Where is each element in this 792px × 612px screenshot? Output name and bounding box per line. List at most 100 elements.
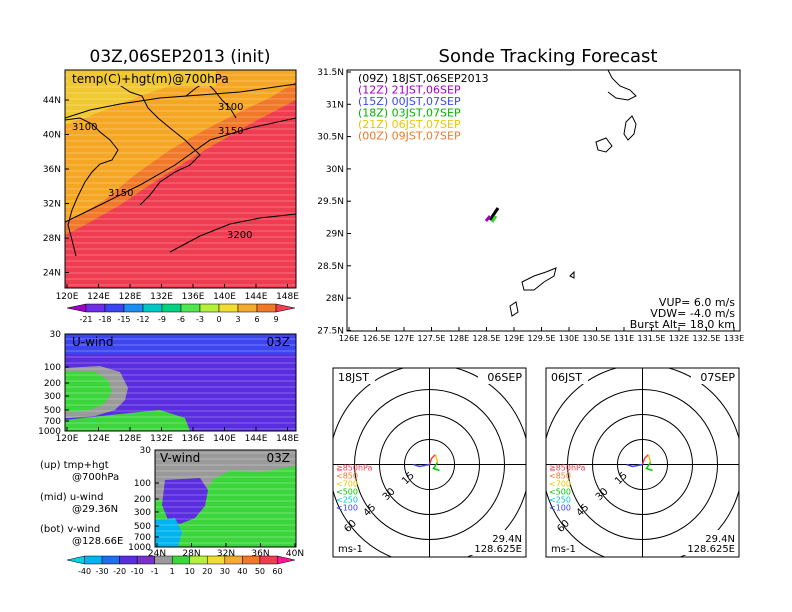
hodograph-trace	[647, 454, 652, 463]
colorbar-label: -30	[96, 567, 109, 576]
lon-tick-label: 132.5E	[693, 334, 721, 343]
map-frame	[64, 69, 297, 289]
lon-tick-label: 144E	[245, 292, 268, 302]
hodograph-trace	[641, 453, 650, 465]
lat-tick-label: 32N	[43, 200, 61, 210]
param-vdw: VDW= -4.0 m/s	[650, 307, 735, 320]
track-islands	[509, 69, 637, 317]
lat-tick-label: 31.5N	[317, 68, 344, 78]
v-lat-ticks: 24N 28N 32N 36N 40N	[148, 543, 304, 559]
colorbar-swatch	[242, 555, 261, 565]
island-small-1	[569, 270, 575, 279]
lon-tick-label: 128E	[449, 334, 469, 343]
legend-entry: (09Z) 18JST,06SEP2013	[358, 72, 489, 85]
hodograph-trace	[413, 463, 430, 468]
colorbar-swatch	[84, 555, 103, 565]
colorbar-swatch	[189, 555, 208, 565]
note-up-sub: @700hPa	[72, 472, 119, 483]
colorbar-swatch	[154, 555, 173, 565]
island-amami	[521, 267, 557, 291]
lat-tick-label: 28N	[43, 234, 61, 244]
track-lat-ticks: 31.5N 31N 30.5N 30N 29.5N 29N 28.5N 28N 27.5N	[317, 68, 351, 336]
hodograph-trace	[434, 454, 439, 463]
time-label-bg	[548, 370, 588, 384]
colorbar-label: -15	[117, 315, 130, 324]
lat-tick-label: 27.5N	[317, 326, 344, 336]
colorbar-label: 3	[235, 315, 240, 324]
lat-tick-label: 44N	[43, 96, 61, 106]
note-bot-sub: @128.66E	[72, 536, 123, 547]
map-hatch-overlay	[65, 70, 296, 288]
map-panel-title: temp(C)+hgt(m)@700hPa	[72, 72, 229, 86]
u-panel-title: U-wind	[72, 335, 113, 349]
lon-tick-label: 144E	[245, 434, 268, 444]
legend-entry: (18Z) 03JST,07SEP	[358, 107, 461, 120]
p-tick-label: 700	[44, 417, 61, 427]
lon-tick-label: 124E	[87, 434, 110, 444]
lon-tick-label: 128E	[119, 292, 142, 302]
colorbar-temperature: -21 -18 -15 -12 -9 -6 -3 0 3 6 9	[66, 303, 296, 324]
lon-tick-label: 126.5E	[363, 334, 391, 343]
hodograph-lon: 128.625E	[474, 544, 522, 555]
p-tick-label: 200	[44, 379, 61, 389]
coastline-japan	[111, 71, 237, 206]
colorbar-swatch	[104, 303, 125, 313]
date-label-bg	[478, 370, 524, 384]
colorbar-label: -18	[98, 315, 111, 324]
v-panel-title: V-wind	[160, 451, 200, 465]
level-legend: <100	[549, 504, 571, 513]
track-legend: (09Z) 18JST,06SEP2013(12Z) 21JST,06SEP(1…	[358, 72, 489, 143]
colorbar-swatch	[218, 303, 239, 313]
p-tick-label: 100	[44, 363, 61, 373]
note-mid-sub: @29.36N	[72, 504, 118, 515]
colorbar-label: 9	[273, 315, 278, 324]
lon-tick-label: 129E	[504, 334, 524, 343]
colorbar-swatch	[259, 555, 278, 565]
hodograph-trace	[645, 462, 653, 472]
colorbar-label: -20	[113, 567, 126, 576]
contour-label: 3150	[108, 188, 133, 199]
lat-tick-label: 30N	[326, 165, 344, 175]
lat-tick-label: 24N	[43, 269, 61, 279]
colorbar-swatch	[136, 555, 155, 565]
param-burst: Burst Alt= 18.0 km	[630, 318, 735, 331]
lat-tick-label: 31N	[326, 100, 344, 110]
lon-tick-label: 120E	[56, 434, 79, 444]
contour-3200	[169, 213, 296, 253]
colorbar-swatch	[161, 303, 182, 313]
colorbar-label: 40	[237, 567, 247, 576]
level-legend: <850	[336, 472, 358, 481]
colorbar-label: -9	[158, 315, 166, 324]
level-legend: <250	[549, 496, 571, 505]
lat-tick-label: 29.5N	[317, 197, 344, 207]
colorbar-label: 60	[272, 567, 282, 576]
level-legend: <500	[336, 488, 358, 497]
lon-tick-label: 132E	[669, 334, 689, 343]
lon-tick-label: 131.5E	[638, 334, 666, 343]
track-frame	[346, 69, 741, 332]
p-tick-label: 500	[44, 406, 61, 416]
p-tick-label: 1000	[128, 543, 151, 553]
level-legend: ≧850hPa	[336, 464, 373, 473]
lat-tick-label: 40N	[286, 549, 304, 559]
lat-tick-label: 24N	[148, 549, 166, 559]
contour-label: 3100	[218, 102, 243, 113]
v-hatch-overlay	[155, 450, 296, 547]
lon-tick-label: 140E	[213, 292, 236, 302]
island-yakushima	[595, 137, 613, 153]
lon-tick-label: 128.5E	[473, 334, 501, 343]
lon-tick-label: 133E	[724, 334, 744, 343]
colorbar-swatch	[277, 555, 296, 565]
note-mid: (mid) u-wind	[40, 492, 103, 503]
colorbar-label: 6	[254, 315, 259, 324]
lat-tick-label: 29N	[326, 230, 344, 240]
lat-tick-label: 28.5N	[317, 262, 344, 272]
lon-tick-label: 148E	[276, 434, 299, 444]
level-legend: <850	[549, 472, 571, 481]
legend-entry: (15Z) 00JST,07SEP	[358, 95, 461, 108]
colorbar-swatch	[66, 303, 87, 313]
colorbar-label: 0	[216, 315, 221, 324]
lon-tick-label: 136E	[182, 434, 205, 444]
